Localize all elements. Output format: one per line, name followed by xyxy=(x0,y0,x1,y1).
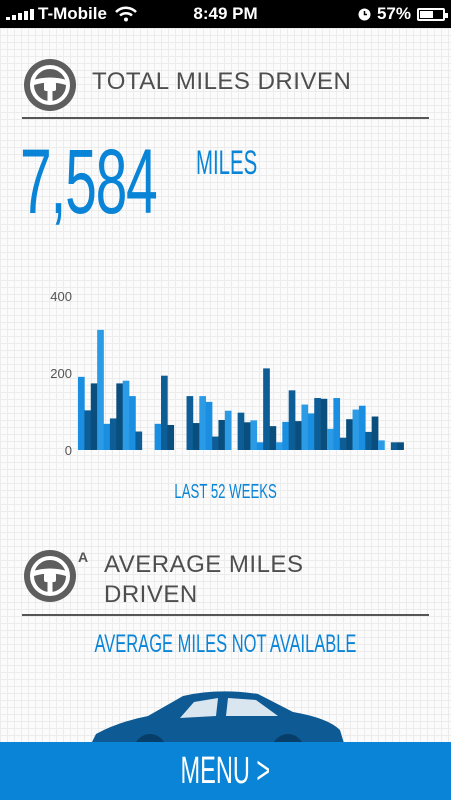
average-badge: A xyxy=(78,549,88,565)
bar-week-8 xyxy=(122,380,130,450)
total-miles-title: TOTAL MILES DRIVEN xyxy=(92,68,352,95)
clock-icon xyxy=(358,8,371,20)
menu-button[interactable]: MENU > xyxy=(0,742,451,800)
bar-week-43 xyxy=(346,419,353,450)
weekly-miles-chart: 0 200 400 xyxy=(26,256,426,466)
average-miles-title: AVERAGE MILES DRIVEN xyxy=(104,550,303,610)
bar-week-10 xyxy=(135,431,143,450)
bar-week-29 xyxy=(256,442,264,450)
bar-week-15 xyxy=(167,424,175,450)
bar-week-44 xyxy=(352,409,360,450)
carrier-label: T-Mobile xyxy=(38,4,107,23)
miles-unit-label: MILES xyxy=(196,144,258,182)
bar-week-23 xyxy=(218,419,226,450)
status-bar: T-Mobile 8:49 PM 57% xyxy=(0,0,451,28)
weekly-miles-chart-svg: 0 200 400 xyxy=(50,289,404,458)
bar-week-40 xyxy=(327,428,334,450)
bar-week-14 xyxy=(161,375,168,450)
y-tick-label: 200 xyxy=(50,366,72,381)
bar-week-33 xyxy=(282,421,289,450)
bar-week-4 xyxy=(97,329,104,450)
bar-week-34 xyxy=(288,390,296,450)
bar-week-50 xyxy=(390,442,398,450)
average-not-available-text: AVERAGE MILES NOT AVAILABLE xyxy=(94,630,357,658)
bar-week-6 xyxy=(109,418,117,450)
battery-icon xyxy=(417,7,448,21)
bar-week-32 xyxy=(275,442,283,450)
signal-bars-icon xyxy=(6,8,34,20)
total-miles-value: 7,584 xyxy=(20,131,158,233)
car-icon xyxy=(92,691,344,742)
clock-time: 8:49 PM xyxy=(193,4,258,23)
bar-week-39 xyxy=(320,398,328,450)
battery-fill xyxy=(420,10,433,18)
section-divider xyxy=(22,117,429,119)
steering-wheel-icon xyxy=(24,59,76,111)
bar-week-21 xyxy=(205,401,213,450)
section-divider xyxy=(22,614,429,616)
bar-week-31 xyxy=(269,426,277,450)
bar-week-36 xyxy=(301,404,309,450)
average-title-line2: DRIVEN xyxy=(104,581,198,608)
bar-week-38 xyxy=(314,398,321,450)
bar-week-26 xyxy=(237,412,245,450)
bar-week-42 xyxy=(339,437,347,450)
average-not-available: AVERAGE MILES NOT AVAILABLE xyxy=(0,630,451,659)
bar-week-41 xyxy=(333,398,341,450)
bar-week-37 xyxy=(307,413,315,450)
chart-caption: LAST 52 WEEKS xyxy=(0,481,451,504)
bar-week-35 xyxy=(295,421,302,450)
bar-week-2 xyxy=(84,410,92,450)
bar-week-30 xyxy=(263,368,270,450)
y-tick-label: 400 xyxy=(50,289,72,304)
bar-week-45 xyxy=(358,405,366,450)
bar-week-18 xyxy=(186,396,194,450)
menu-button-label: MENU > xyxy=(180,750,271,792)
bar-week-3 xyxy=(90,383,98,450)
bar-week-22 xyxy=(212,436,219,450)
bar-week-1 xyxy=(78,376,85,450)
wifi-icon xyxy=(115,6,137,22)
bar-week-47 xyxy=(371,416,379,450)
bar-week-19 xyxy=(192,423,200,450)
bar-week-28 xyxy=(250,420,258,450)
dashboard-content: TOTAL MILES DRIVEN 7,584 MILES 0 200 400 L… xyxy=(0,28,451,742)
steering-wheel-average-icon: A xyxy=(24,549,88,602)
y-tick-label: 0 xyxy=(65,443,72,458)
bar-week-27 xyxy=(244,422,251,450)
bar-week-48 xyxy=(378,440,385,450)
bar-week-5 xyxy=(103,423,111,450)
battery-percent: 57% xyxy=(376,4,411,23)
average-title-line1: AVERAGE MILES xyxy=(104,551,304,578)
bar-week-20 xyxy=(199,396,206,450)
bar-week-46 xyxy=(365,431,372,450)
bar-week-7 xyxy=(116,383,123,450)
chart-caption-text: LAST 52 WEEKS xyxy=(174,481,277,503)
bar-week-24 xyxy=(224,410,232,450)
bar-week-9 xyxy=(129,396,136,450)
bar-week-13 xyxy=(154,423,162,450)
bar-week-51 xyxy=(397,442,404,450)
